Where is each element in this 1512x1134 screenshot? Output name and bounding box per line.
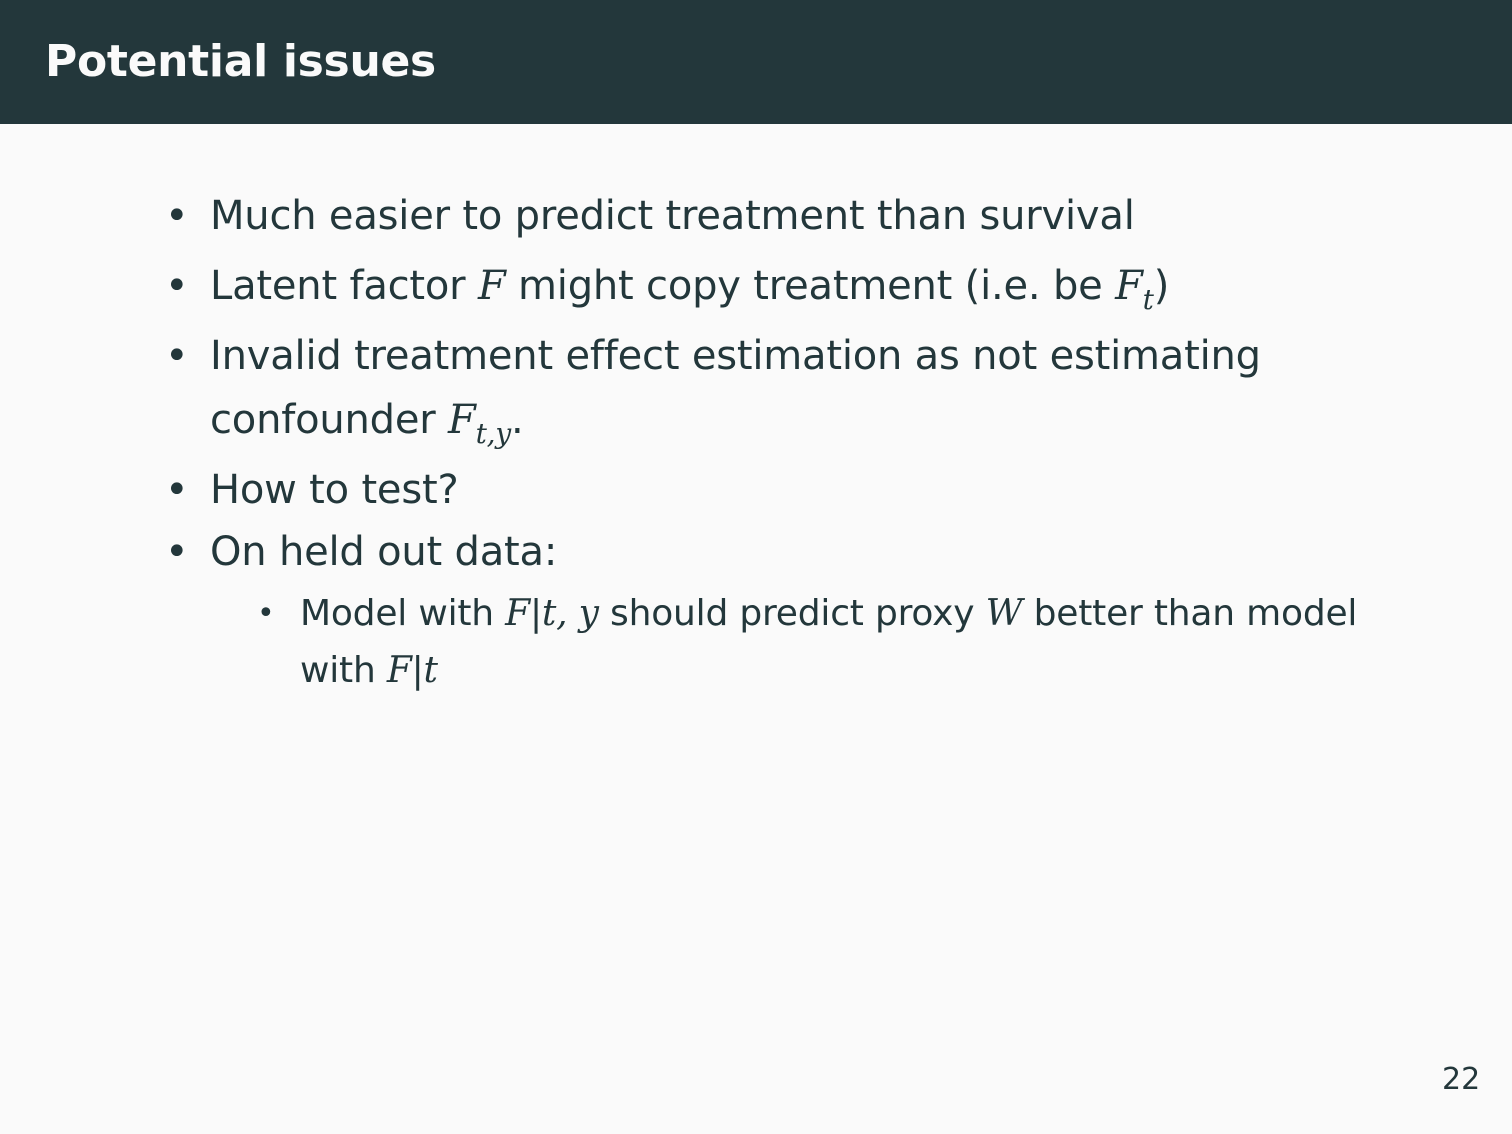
bullet-marker: • (165, 193, 189, 239)
text-run: ) (1153, 263, 1170, 309)
text-run: confounder (210, 397, 449, 443)
math-bar: | (529, 593, 542, 634)
text-run: might copy treatment (i.e. be (505, 263, 1116, 309)
math-subscript: t,y (475, 416, 512, 450)
sub-bullet-item: Model with F|t, y should predict proxy W… (300, 596, 1357, 632)
sub-bullet-item-continuation: with F|t (300, 653, 438, 689)
math-symbol: F (505, 593, 530, 634)
math-bar: | (411, 650, 424, 691)
text-run: . (510, 397, 524, 443)
page-number: 22 (1442, 1062, 1481, 1097)
bullet-item-continuation: confounder Ft,y. (210, 400, 524, 454)
math-subscript: t (1142, 282, 1154, 316)
text-run: Model with (300, 593, 506, 634)
math-symbol: F (477, 263, 506, 309)
bullet-marker: • (165, 263, 189, 309)
bullet-item: Much easier to predict treatment than su… (210, 193, 1135, 239)
text-run: Latent factor (210, 263, 478, 309)
bullet-marker: • (165, 333, 189, 379)
bullet-item: On held out data: (210, 529, 558, 575)
math-symbol: F (1115, 263, 1143, 309)
math-symbol: F (448, 397, 476, 443)
math-symbol: t, y (541, 593, 599, 634)
bullet-item: How to test? (210, 467, 459, 513)
math-symbol: F (386, 650, 412, 691)
text-run: with (300, 650, 387, 691)
text-run: better than model (1022, 593, 1358, 634)
math-symbol: t (423, 650, 438, 691)
sub-bullet-marker: • (257, 596, 275, 631)
bullet-item: Invalid treatment effect estimation as n… (210, 333, 1261, 379)
title-bar: Potential issues (0, 0, 1512, 124)
bullet-marker: • (165, 467, 189, 513)
math-symbol: W (985, 593, 1023, 634)
bullet-marker: • (165, 529, 189, 575)
bullet-item: Latent factor F might copy treatment (i.… (210, 266, 1169, 320)
text-run: should predict proxy (598, 593, 986, 634)
slide-title: Potential issues (45, 36, 436, 87)
